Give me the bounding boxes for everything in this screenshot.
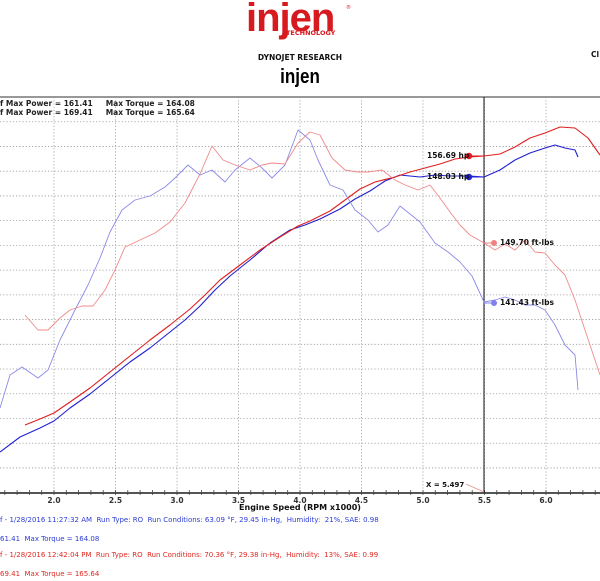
series-line-run-1-power-hp- xyxy=(0,144,579,453)
run2-conditions: f - 1/28/2016 12:42:04 PM Run Type: RO R… xyxy=(0,551,379,559)
series-line-run-2-power-hp- xyxy=(24,126,600,426)
x-axis-title: Engine Speed (RPM x1000) xyxy=(239,503,361,512)
x-tick-label: 4.0 xyxy=(293,496,307,505)
run1-conditions: f - 1/28/2016 11:27:32 AM Run Type: RO R… xyxy=(0,516,379,524)
x-tick-label: 3.0 xyxy=(170,496,184,505)
run1-torque-marker xyxy=(491,300,497,306)
cursor-readout: X = 5.497 xyxy=(426,481,465,489)
cursor-markers xyxy=(465,152,497,306)
x-tick-label: 2.0 xyxy=(47,496,61,505)
x-tick-label: 5.5 xyxy=(477,496,492,505)
x-tick-label: 5.0 xyxy=(416,496,430,505)
run2-torque-marker xyxy=(491,240,497,246)
logo-subtext: TECHNOLOGY xyxy=(286,29,336,37)
legend-run1: f Max Power = 161.41 Max Torque = 164.08 xyxy=(0,99,195,108)
run1-summary: 61.41 Max Torque = 164.08 xyxy=(0,535,100,543)
x-tick-label: 2.5 xyxy=(108,496,123,505)
registered-mark: ® xyxy=(346,5,351,11)
run1-power-marker xyxy=(465,173,473,181)
logo-wordmark: injen xyxy=(246,0,335,40)
annotation-run2-torque: 149.70 ft-lbs xyxy=(500,238,554,247)
x-axis xyxy=(0,490,600,495)
x-tick-label: 3.5 xyxy=(231,496,246,505)
brand-title: injen xyxy=(280,66,320,88)
annotation-run1-power: 148.03 hp xyxy=(427,172,470,181)
injen-logo: injen TECHNOLOGY ® xyxy=(246,0,351,46)
annotation-run2-power: 156.69 hp xyxy=(427,151,470,160)
chart-grid xyxy=(0,97,600,493)
company-title: DYNOJET RESEARCH xyxy=(257,53,343,62)
series-line-run-2-torque-ft-lbs- xyxy=(24,131,600,376)
x-tick-label: 4.5 xyxy=(354,496,369,505)
x-tick-label: 6.0 xyxy=(539,496,553,505)
cursor-pointer xyxy=(465,483,485,493)
series-line-run-1-torque-ft-lbs- xyxy=(0,129,579,409)
run2-power-marker xyxy=(465,152,473,160)
chart-series xyxy=(0,126,600,453)
run2-summary: 69.41 Max Torque = 165.64 xyxy=(0,570,100,578)
annotation-run1-torque: 141.43 ft-lbs xyxy=(500,298,554,307)
right-edge-text: Cl xyxy=(591,50,600,59)
legend-run2: f Max Power = 169.41 Max Torque = 165.64 xyxy=(0,108,195,117)
